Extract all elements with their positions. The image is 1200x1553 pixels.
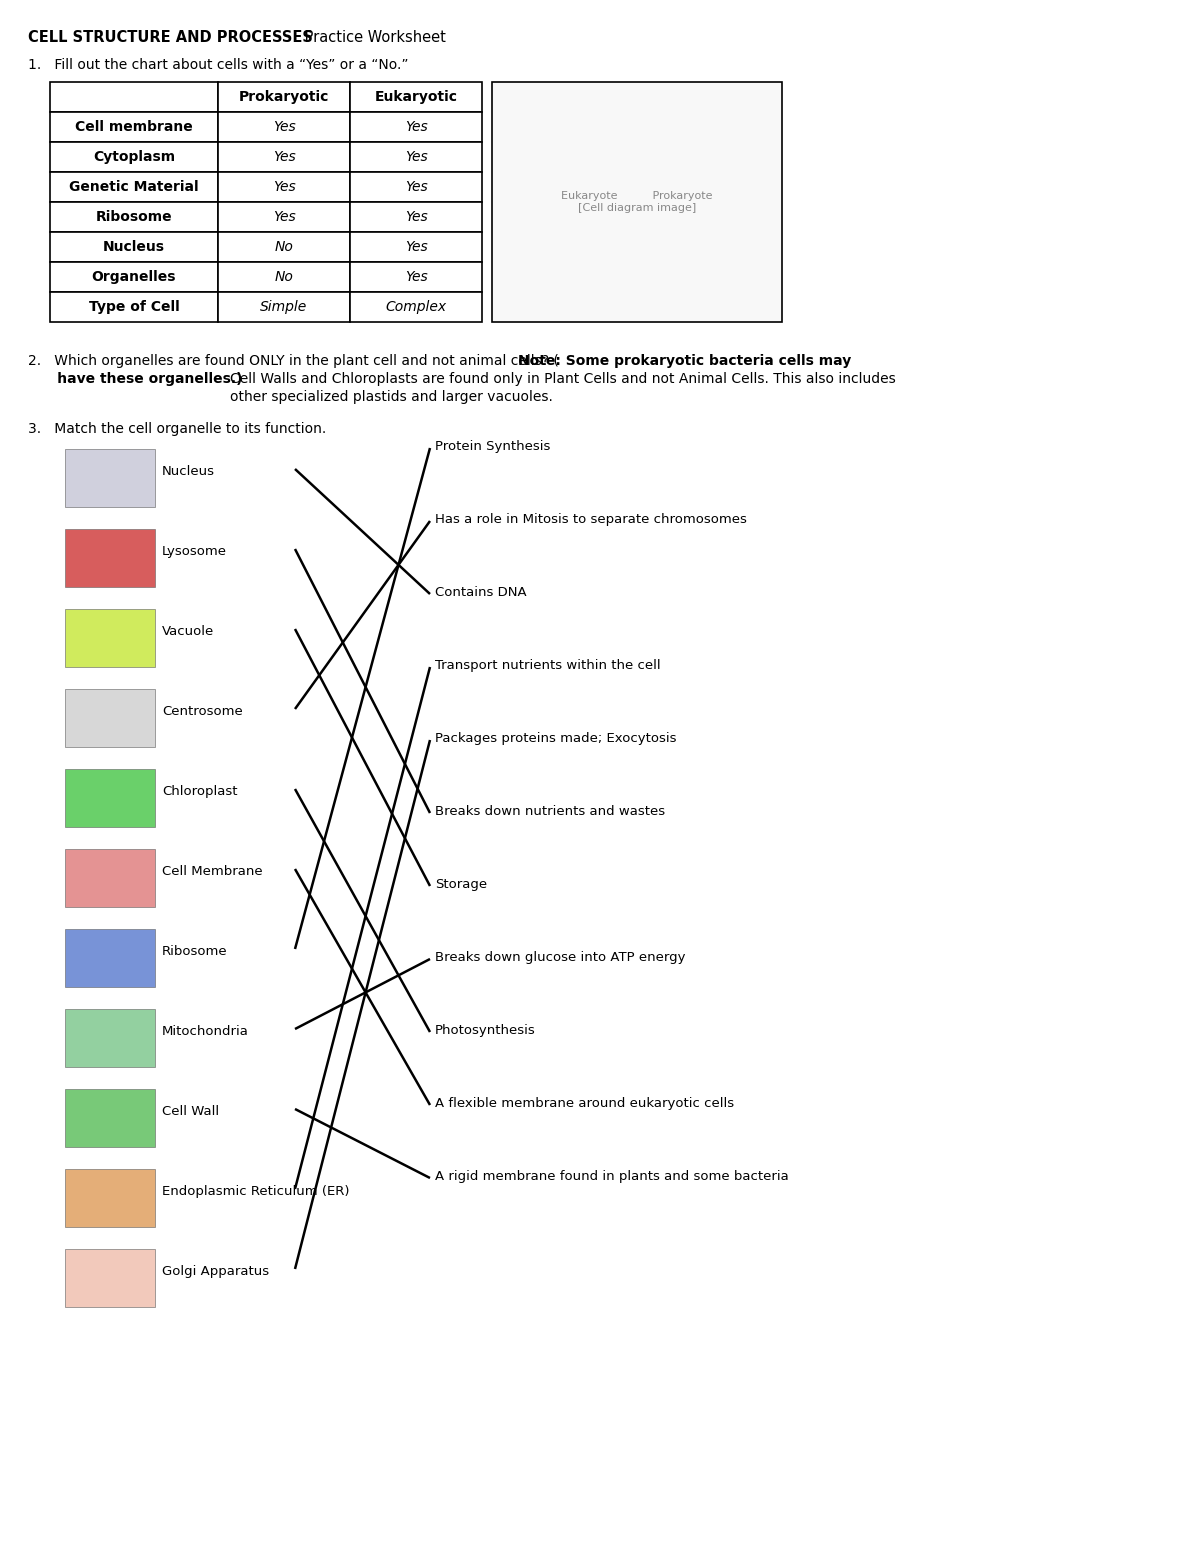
Text: Vacuole: Vacuole bbox=[162, 624, 215, 638]
Text: Yes: Yes bbox=[404, 180, 427, 194]
Bar bbox=[65, 530, 155, 587]
Text: Yes: Yes bbox=[404, 151, 427, 165]
Text: Cell Walls and Chloroplasts are found only in Plant Cells and not Animal Cells. : Cell Walls and Chloroplasts are found on… bbox=[230, 373, 895, 387]
Bar bbox=[350, 262, 482, 292]
Bar bbox=[350, 202, 482, 231]
Text: Yes: Yes bbox=[272, 210, 295, 224]
Bar bbox=[65, 690, 155, 747]
Text: Protein Synthesis: Protein Synthesis bbox=[436, 439, 551, 453]
Text: Yes: Yes bbox=[272, 120, 295, 134]
Text: 2.   Which organelles are found ONLY in the plant cell and not animal cells? (: 2. Which organelles are found ONLY in th… bbox=[28, 354, 559, 368]
Text: Mitochondria: Mitochondria bbox=[162, 1025, 248, 1037]
Bar bbox=[350, 82, 482, 112]
Bar bbox=[350, 112, 482, 141]
Text: Chloroplast: Chloroplast bbox=[162, 784, 238, 798]
Bar bbox=[492, 82, 782, 321]
Bar bbox=[50, 172, 218, 202]
Text: Complex: Complex bbox=[385, 300, 446, 314]
Text: Type of Cell: Type of Cell bbox=[89, 300, 179, 314]
Bar bbox=[350, 141, 482, 172]
Text: Photosynthesis: Photosynthesis bbox=[436, 1023, 535, 1037]
Bar bbox=[218, 231, 350, 262]
Text: Yes: Yes bbox=[404, 241, 427, 255]
Text: Storage: Storage bbox=[436, 877, 487, 891]
Bar bbox=[65, 1089, 155, 1148]
Text: Cytoplasm: Cytoplasm bbox=[92, 151, 175, 165]
Text: Nucleus: Nucleus bbox=[162, 464, 215, 478]
Bar bbox=[50, 112, 218, 141]
Bar bbox=[65, 929, 155, 988]
Text: Yes: Yes bbox=[404, 270, 427, 284]
Text: Simple: Simple bbox=[260, 300, 307, 314]
Bar bbox=[218, 172, 350, 202]
Text: No: No bbox=[275, 241, 294, 255]
Text: Cell Wall: Cell Wall bbox=[162, 1106, 220, 1118]
Bar bbox=[65, 769, 155, 828]
Text: Yes: Yes bbox=[272, 180, 295, 194]
Text: Genetic Material: Genetic Material bbox=[70, 180, 199, 194]
Bar bbox=[218, 262, 350, 292]
Text: A flexible membrane around eukaryotic cells: A flexible membrane around eukaryotic ce… bbox=[436, 1096, 734, 1110]
Text: Centrosome: Centrosome bbox=[162, 705, 242, 717]
Bar bbox=[50, 231, 218, 262]
Text: A rigid membrane found in plants and some bacteria: A rigid membrane found in plants and som… bbox=[436, 1169, 788, 1183]
Bar bbox=[50, 202, 218, 231]
Text: Has a role in Mitosis to separate chromosomes: Has a role in Mitosis to separate chromo… bbox=[436, 512, 746, 526]
Text: Transport nutrients within the cell: Transport nutrients within the cell bbox=[436, 658, 661, 672]
Bar bbox=[218, 202, 350, 231]
Text: Practice Worksheet: Practice Worksheet bbox=[300, 30, 446, 45]
Text: Ribosome: Ribosome bbox=[96, 210, 173, 224]
Text: 3.   Match the cell organelle to its function.: 3. Match the cell organelle to its funct… bbox=[28, 422, 326, 436]
Bar bbox=[65, 1249, 155, 1308]
Text: Eukaryotic: Eukaryotic bbox=[374, 90, 457, 104]
Text: Cell membrane: Cell membrane bbox=[76, 120, 193, 134]
Bar bbox=[218, 141, 350, 172]
Bar bbox=[218, 82, 350, 112]
Text: Breaks down nutrients and wastes: Breaks down nutrients and wastes bbox=[436, 804, 665, 818]
Bar bbox=[218, 112, 350, 141]
Bar bbox=[50, 292, 218, 321]
Bar bbox=[65, 1169, 155, 1227]
Text: 1.   Fill out the chart about cells with a “Yes” or a “No.”: 1. Fill out the chart about cells with a… bbox=[28, 57, 408, 71]
Text: Endoplasmic Reticulum (ER): Endoplasmic Reticulum (ER) bbox=[162, 1185, 349, 1197]
Text: Nucleus: Nucleus bbox=[103, 241, 166, 255]
Text: Breaks down glucose into ATP energy: Breaks down glucose into ATP energy bbox=[436, 950, 685, 964]
Bar bbox=[50, 262, 218, 292]
Text: CELL STRUCTURE AND PROCESSES: CELL STRUCTURE AND PROCESSES bbox=[28, 30, 313, 45]
Text: have these organelles.): have these organelles.) bbox=[28, 373, 242, 387]
Text: Contains DNA: Contains DNA bbox=[436, 585, 527, 599]
Text: Yes: Yes bbox=[272, 151, 295, 165]
Bar bbox=[50, 82, 218, 112]
Text: Note: Some prokaryotic bacteria cells may: Note: Some prokaryotic bacteria cells ma… bbox=[518, 354, 851, 368]
Bar bbox=[350, 172, 482, 202]
Bar bbox=[65, 849, 155, 907]
Text: Yes: Yes bbox=[404, 210, 427, 224]
Text: Organelles: Organelles bbox=[91, 270, 176, 284]
Text: Prokaryotic: Prokaryotic bbox=[239, 90, 329, 104]
Text: Yes: Yes bbox=[404, 120, 427, 134]
Bar bbox=[350, 231, 482, 262]
Text: Packages proteins made; Exocytosis: Packages proteins made; Exocytosis bbox=[436, 731, 677, 745]
Bar bbox=[65, 609, 155, 666]
Bar bbox=[65, 1009, 155, 1067]
Text: Lysosome: Lysosome bbox=[162, 545, 227, 558]
Text: other specialized plastids and larger vacuoles.: other specialized plastids and larger va… bbox=[230, 390, 553, 404]
Bar bbox=[50, 141, 218, 172]
Bar bbox=[350, 292, 482, 321]
Bar bbox=[218, 292, 350, 321]
Text: Cell Membrane: Cell Membrane bbox=[162, 865, 263, 877]
Text: Ribosome: Ribosome bbox=[162, 944, 228, 958]
Text: No: No bbox=[275, 270, 294, 284]
Bar bbox=[65, 449, 155, 506]
Text: Golgi Apparatus: Golgi Apparatus bbox=[162, 1266, 269, 1278]
Text: Eukaryote          Prokaryote
[Cell diagram image]: Eukaryote Prokaryote [Cell diagram image… bbox=[562, 191, 713, 213]
